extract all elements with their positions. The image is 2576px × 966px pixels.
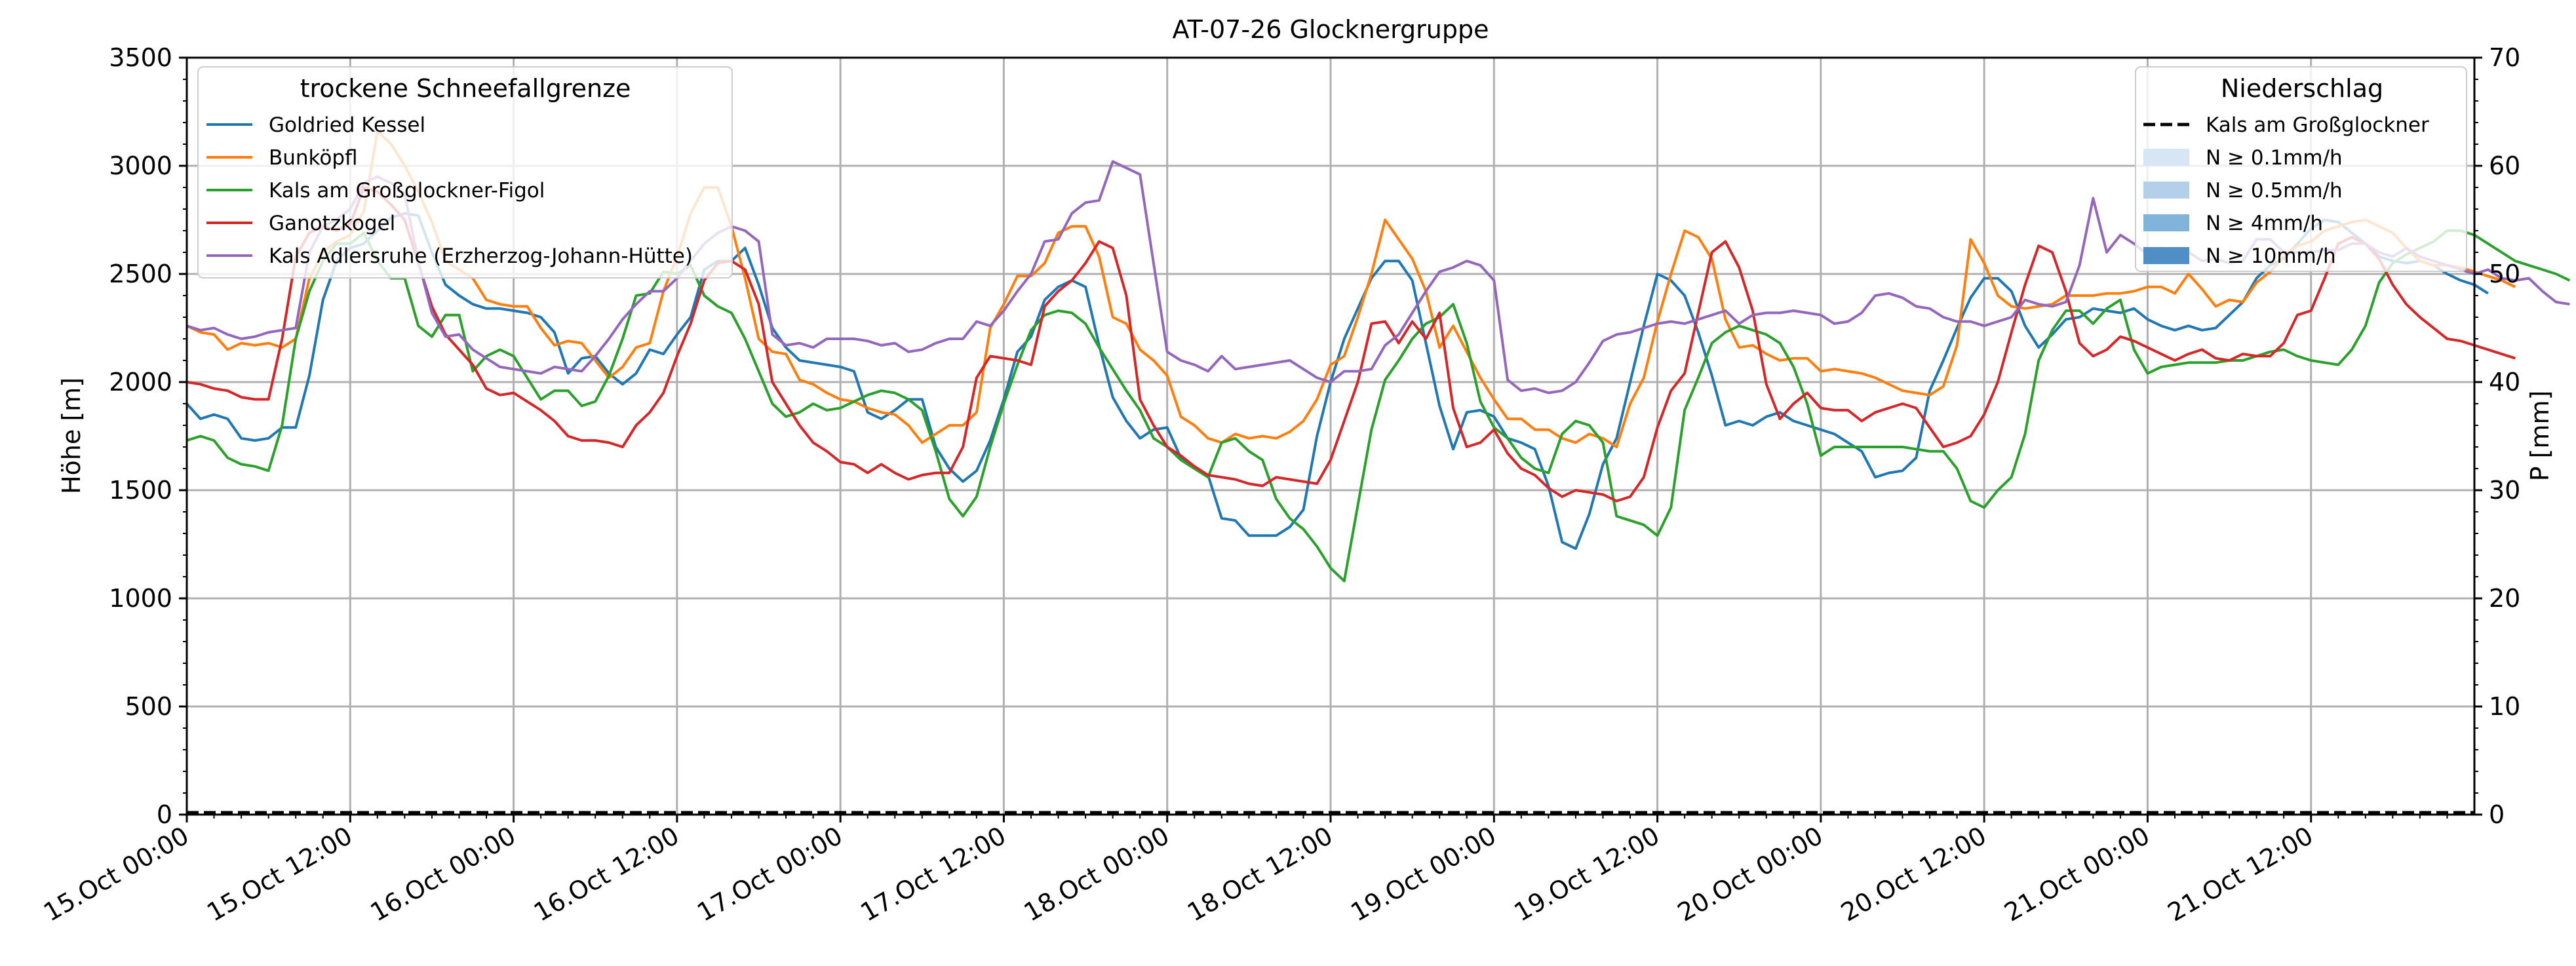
legend-swatch <box>2143 247 2189 264</box>
chart-title: AT-07-26 Glocknergruppe <box>1173 15 1489 44</box>
y-right-tick-label: 60 <box>2489 151 2520 180</box>
legend-precipitation-title: Niederschlag <box>2221 74 2383 103</box>
legend-snowline-title: trockene Schneefallgrenze <box>300 74 631 103</box>
legend-label: Kals am Großglockner-Figol <box>269 179 545 203</box>
y-right-tick-label: 50 <box>2489 260 2520 288</box>
y-tick-label: 3000 <box>109 151 172 180</box>
legend-label: Bunköpfl <box>269 146 358 170</box>
legend-label: Goldried Kessel <box>269 113 425 137</box>
y-right-tick-label: 70 <box>2489 43 2520 72</box>
series-lines <box>185 130 2571 815</box>
legend-label: N ≥ 4mm/h <box>2206 212 2323 235</box>
legend-precipitation-box <box>2135 66 2467 272</box>
y-right-tick-label: 30 <box>2489 476 2520 505</box>
y-tick-label: 2500 <box>109 260 172 288</box>
legend-label: Kals Adlersruhe (Erzherzog-Johann-Hütte) <box>269 244 693 268</box>
legend-label: N ≥ 0.1mm/h <box>2206 146 2343 170</box>
y-right-tick-label: 0 <box>2489 800 2505 829</box>
legend-label: Kals am Großglockner <box>2206 113 2429 137</box>
legend-snowline-box <box>197 66 733 279</box>
y-right-tick-label: 20 <box>2489 584 2520 613</box>
y-tick-label: 3500 <box>109 43 172 72</box>
y-tick-label: 1000 <box>109 584 172 613</box>
y-right-tick-label: 40 <box>2489 368 2520 396</box>
legend-swatch <box>2143 182 2189 199</box>
legend-swatch <box>2143 149 2189 166</box>
y-tick-label: 2000 <box>109 368 172 396</box>
series-line <box>186 186 2516 503</box>
legend-label: Ganotzkogel <box>269 212 395 235</box>
y-axis-right-label: P [mm] <box>2526 391 2554 482</box>
series-line <box>186 130 2516 448</box>
y-right-tick-label: 10 <box>2489 692 2520 721</box>
legend-precipitation: Niederschlag Kals am Großglockner N ≥ 0.1… <box>2135 66 2467 272</box>
y-tick-label: 0 <box>157 800 172 829</box>
legend-snowline: trockene Schneefallgrenze Goldried Kesse… <box>197 66 733 279</box>
y-tick-label: 500 <box>125 692 172 721</box>
y-tick-label: 1500 <box>109 476 172 505</box>
y-axis-label: Höhe [m] <box>57 377 86 494</box>
legend-label: N ≥ 10mm/h <box>2206 244 2336 268</box>
legend-swatch <box>2143 214 2189 231</box>
legend-label: N ≥ 0.5mm/h <box>2206 179 2343 203</box>
series-line <box>186 229 2571 583</box>
